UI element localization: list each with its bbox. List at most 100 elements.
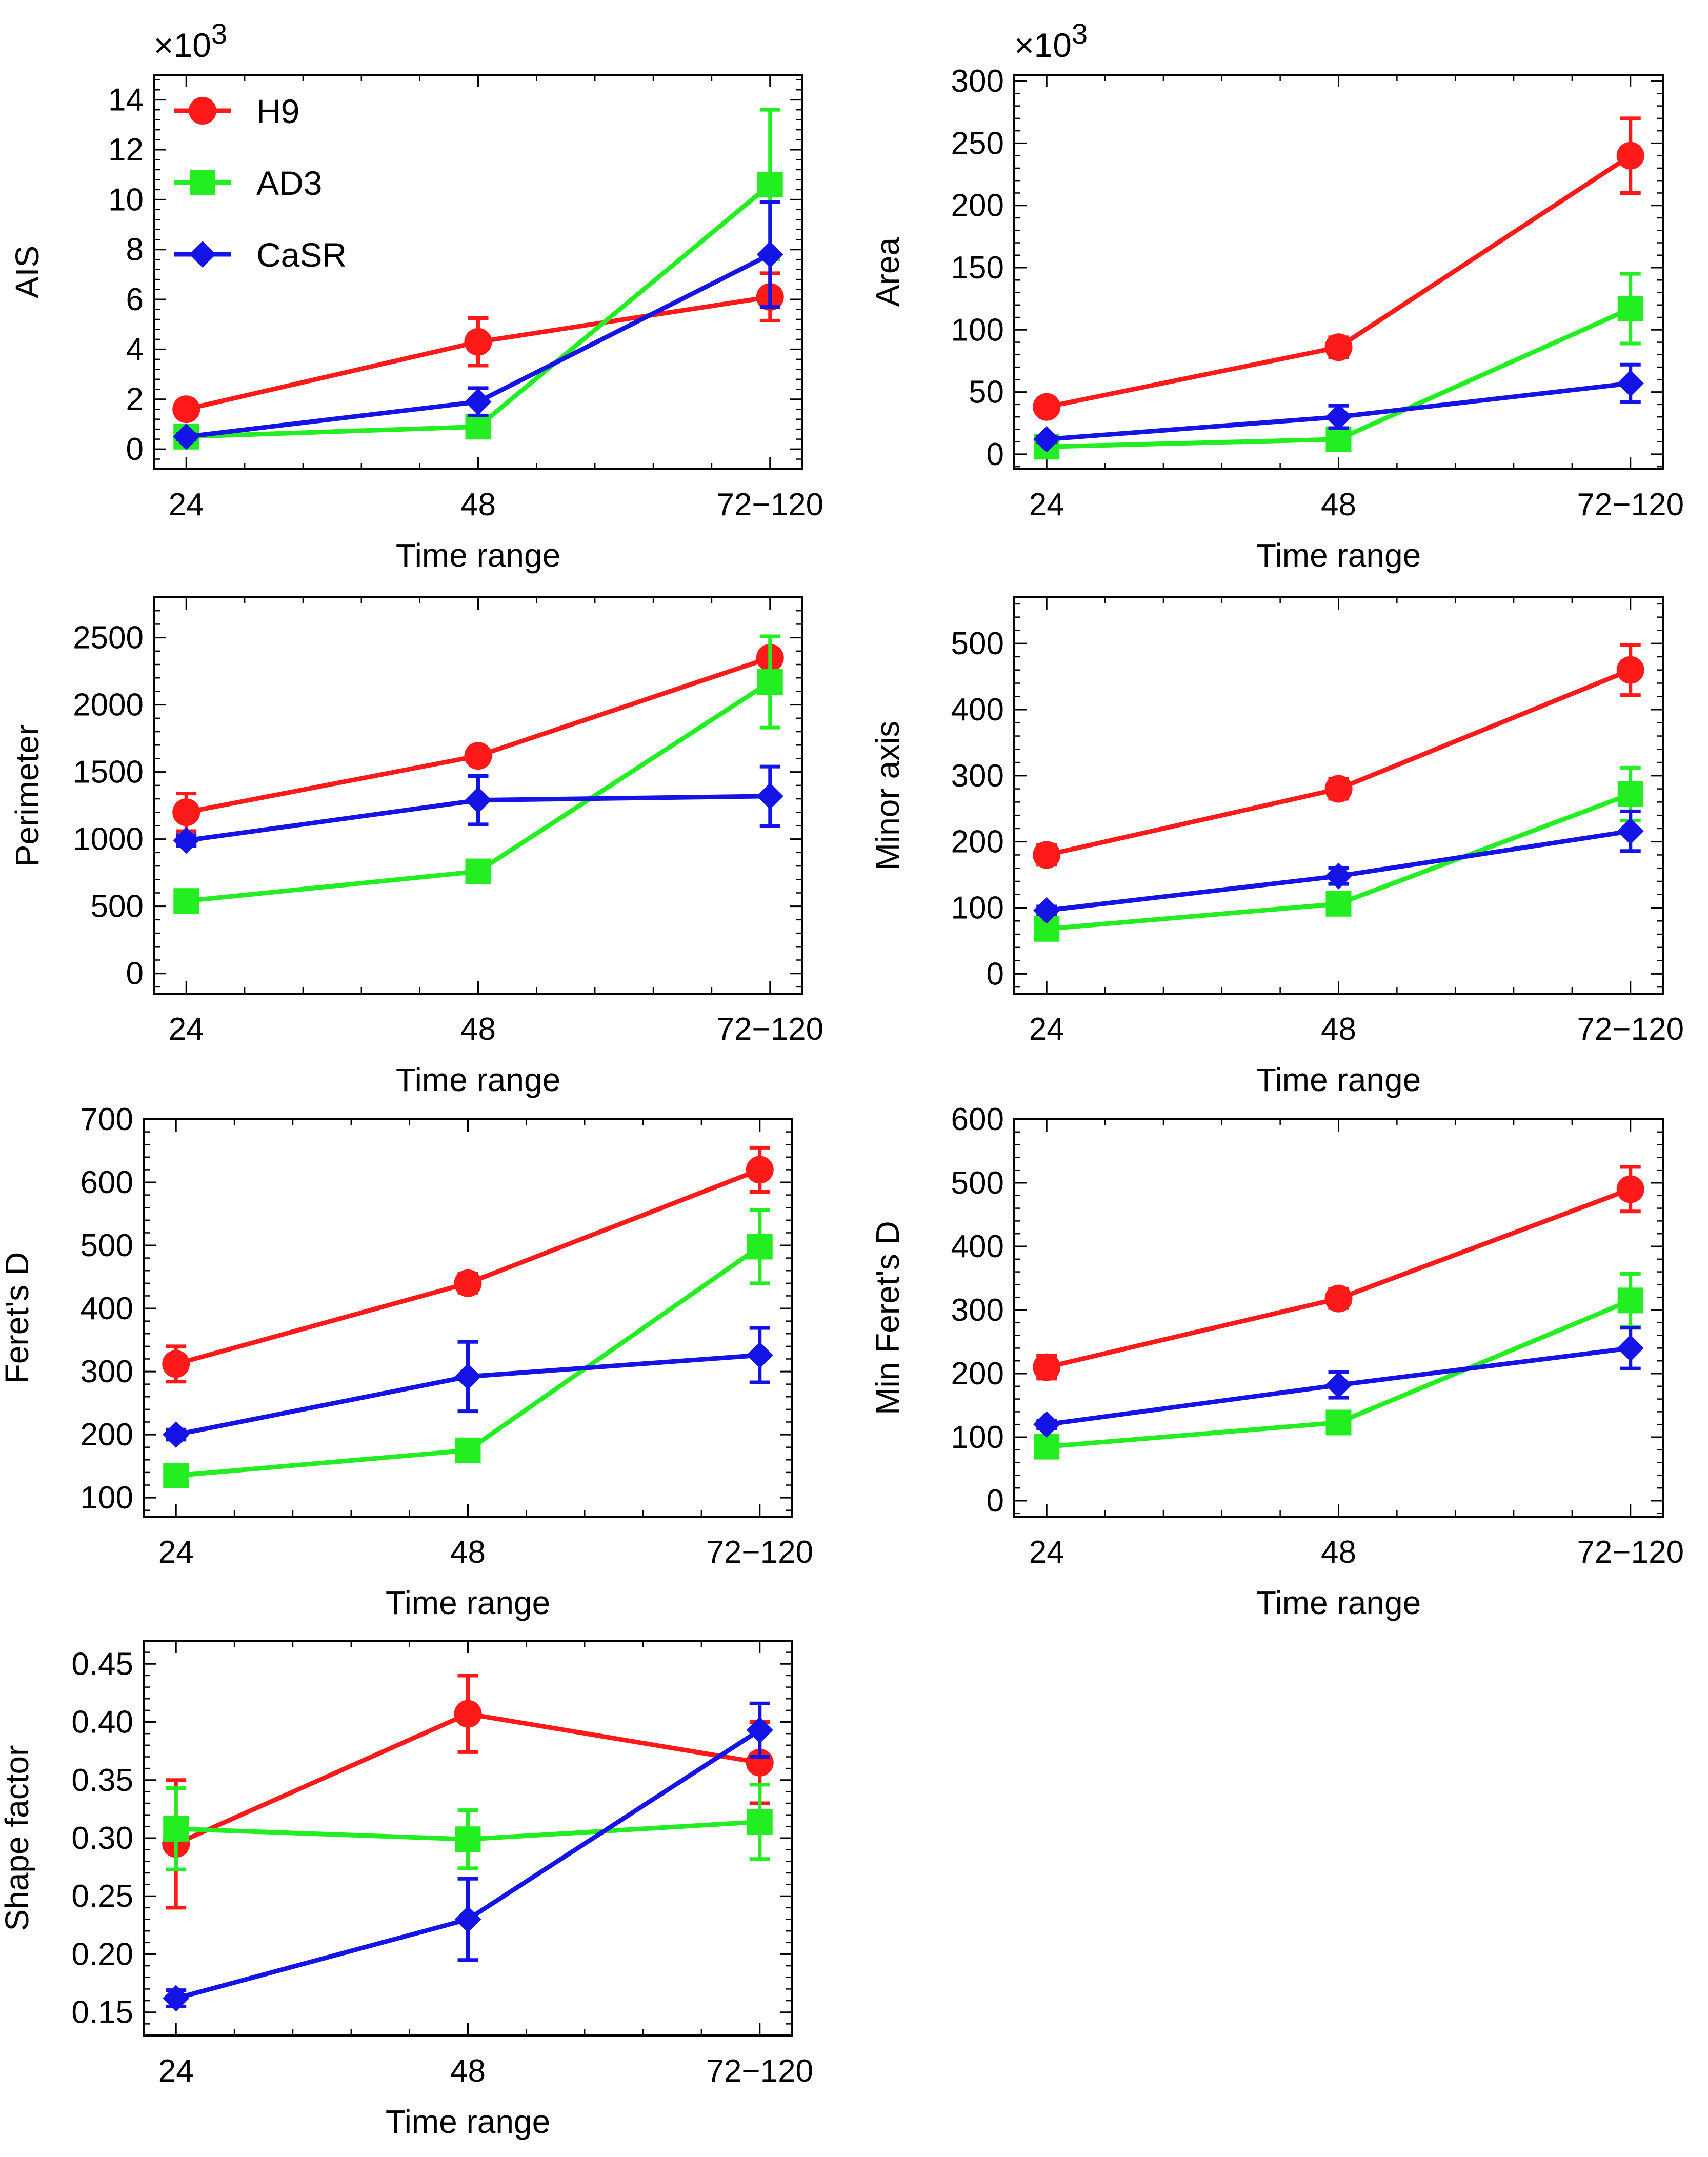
data-point <box>746 1717 773 1744</box>
data-point <box>172 395 200 424</box>
y-tick-label: 200 <box>951 188 1004 224</box>
data-point <box>1033 1411 1060 1438</box>
y-tick-label: 500 <box>951 1165 1004 1201</box>
data-point <box>1033 426 1060 453</box>
y-axis-title: Perimeter <box>9 724 46 866</box>
y-tick-label: 2 <box>126 382 144 417</box>
data-point <box>1325 426 1352 452</box>
y-axis-title: AIS <box>9 246 46 298</box>
y-tick-label: 200 <box>951 1356 1004 1392</box>
x-tick-label: 72−120 <box>706 2053 813 2089</box>
x-tick-label: 48 <box>450 2053 486 2089</box>
series-h9 <box>162 1674 774 1910</box>
y-tick-label: 2500 <box>73 620 144 656</box>
series-casr <box>173 764 783 854</box>
chart-ferets-d: 100 200 300 400 500 600 700 24 48 72−120 Time rang… <box>0 1102 813 1621</box>
series-casr <box>173 200 783 450</box>
x-tick-label: 72−120 <box>716 1012 823 1047</box>
data-point <box>1033 393 1061 421</box>
data-point <box>1034 1434 1060 1460</box>
y-tick-label: 100 <box>951 1420 1004 1455</box>
data-point <box>455 1437 481 1463</box>
y-tick-label: 400 <box>951 692 1004 728</box>
data-point <box>163 1463 189 1489</box>
data-point <box>756 782 783 810</box>
y-tick-label: 300 <box>81 1354 133 1389</box>
y-tick-label: 1000 <box>73 822 144 857</box>
x-axis-title: Time range <box>1256 1061 1421 1098</box>
data-point <box>172 798 200 826</box>
x-tick-label: 24 <box>169 487 204 522</box>
data-point <box>1617 1335 1644 1362</box>
y-tick-label: 0.25 <box>71 1879 133 1914</box>
y-tick-label: 0.35 <box>71 1763 133 1798</box>
y-tick-label: 150 <box>951 250 1004 286</box>
y-tick-label: 0.40 <box>71 1705 133 1740</box>
x-axis-title: Time range <box>1256 1584 1421 1621</box>
series-ad3 <box>163 1783 773 1871</box>
y-tick-label: 0 <box>126 956 144 992</box>
y-tick-label: 0 <box>987 956 1004 992</box>
series-h9 <box>1033 1165 1644 1381</box>
series-line <box>1046 1187 1632 1369</box>
series-line <box>1046 153 1632 410</box>
y-axis-title: Shape factor <box>0 1745 35 1931</box>
legend-marker <box>189 97 216 125</box>
data-point <box>454 1700 482 1728</box>
y-tick-label: 300 <box>951 64 1004 99</box>
data-point <box>1033 897 1060 924</box>
data-point <box>746 1156 774 1184</box>
series-h9 <box>172 643 784 833</box>
y-minor-ticks <box>154 79 802 470</box>
y-tick-label: 12 <box>108 132 144 168</box>
y-minor-ticks <box>1014 1118 1663 1515</box>
x-tick-label: 24 <box>158 2053 194 2089</box>
y-tick-label: 1500 <box>73 755 144 790</box>
data-point <box>454 1363 481 1390</box>
data-point <box>465 414 491 440</box>
y-tick-label: 100 <box>81 1480 133 1516</box>
x-tick-label: 24 <box>158 1535 194 1570</box>
y-tick-label: 0.15 <box>71 1995 133 2030</box>
series-casr <box>1033 362 1644 453</box>
data-point <box>464 328 492 356</box>
y-tick-label: 500 <box>91 889 144 924</box>
legend-marker <box>189 241 216 268</box>
data-point <box>454 1906 481 1933</box>
data-point <box>1325 1372 1352 1399</box>
data-point <box>465 388 492 415</box>
y-tick-label: 100 <box>951 891 1004 926</box>
series-ad3 <box>173 634 783 914</box>
axis-multiplier: ×103 <box>154 17 227 64</box>
data-point <box>163 1816 189 1842</box>
chart-perimeter: 0 500 1000 1500 2000 2500 24 48 72−120 Time range… <box>9 596 823 1098</box>
data-point <box>1616 142 1644 170</box>
x-tick-label: 24 <box>1029 1535 1064 1570</box>
chart-area: 0 50 100 150 200 250 300 24 48 72−120 Time range Ar… <box>869 17 1684 574</box>
data-point <box>173 888 199 914</box>
x-axis-title: Time range <box>396 1061 560 1098</box>
data-point <box>1617 1287 1643 1314</box>
x-tick-label: 48 <box>1321 487 1356 522</box>
data-point <box>1324 1284 1353 1313</box>
x-axis-title: Time range <box>396 537 560 574</box>
y-tick-label: 14 <box>108 83 144 118</box>
y-tick-label: 600 <box>81 1165 133 1200</box>
data-point <box>465 858 491 884</box>
x-tick-label: 24 <box>1029 1012 1064 1047</box>
series-casr <box>1033 809 1644 924</box>
y-tick-label: 500 <box>951 626 1004 661</box>
chart-min-ferets-d: 0 100 200 300 400 500 600 24 48 72−120 Time range M… <box>869 1102 1684 1621</box>
y-tick-label: 8 <box>126 232 144 268</box>
y-tick-label: 600 <box>951 1102 1004 1137</box>
data-point <box>163 1985 190 2012</box>
data-point <box>1033 1353 1061 1381</box>
series-casr <box>163 1701 773 2012</box>
data-point <box>1324 333 1353 361</box>
x-tick-label: 48 <box>460 487 496 522</box>
data-point <box>1617 781 1643 807</box>
data-point <box>454 1269 482 1297</box>
data-point <box>173 827 200 854</box>
axis-multiplier: ×103 <box>1014 17 1088 64</box>
series-h9 <box>162 1145 774 1384</box>
